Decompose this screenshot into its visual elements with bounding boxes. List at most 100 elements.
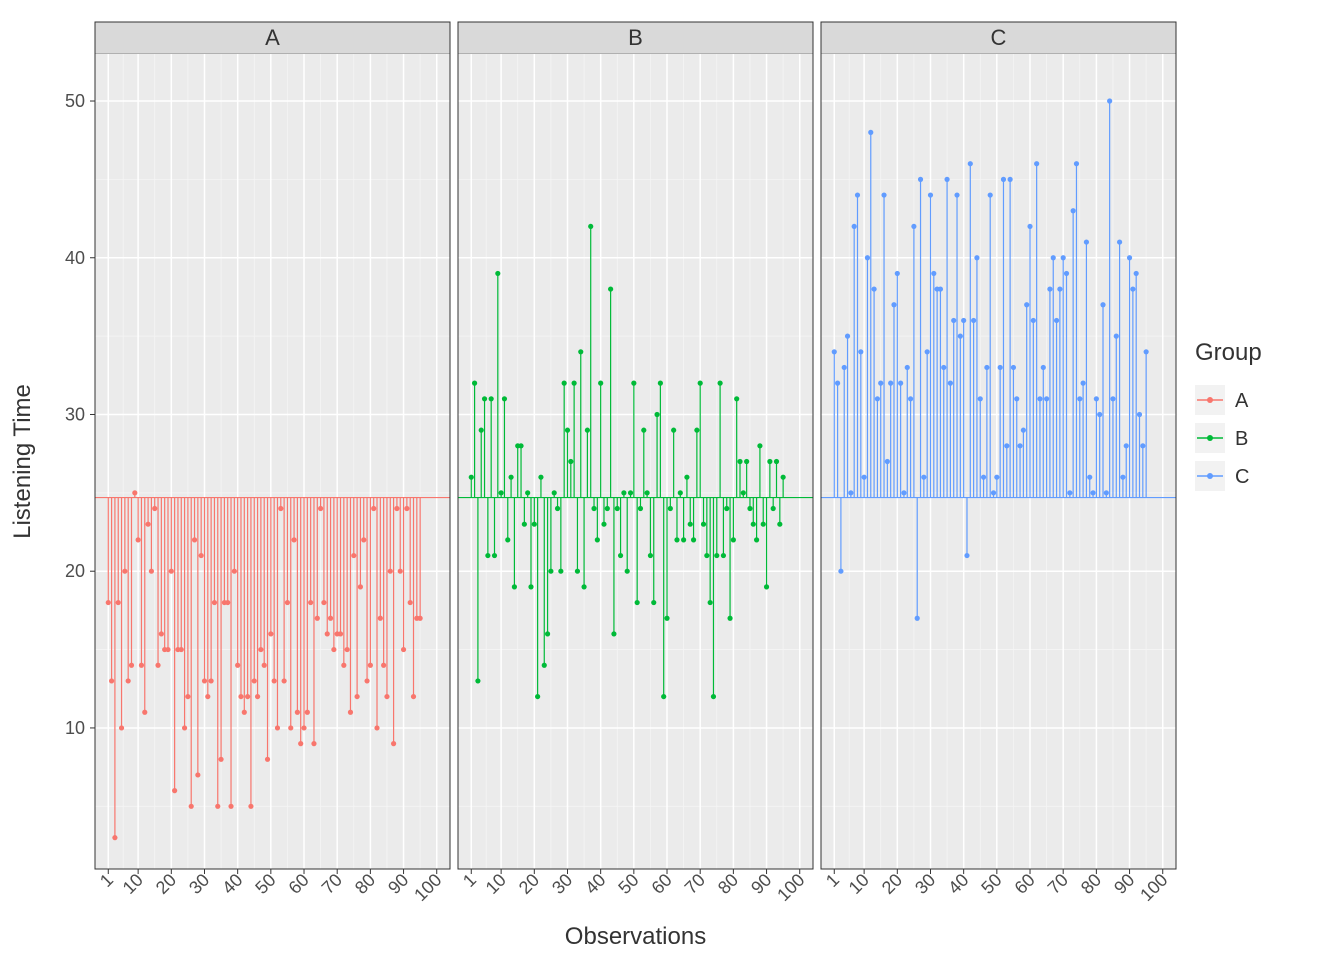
- x-tick-label: 1: [459, 870, 480, 891]
- data-point: [958, 334, 963, 339]
- data-point: [265, 757, 270, 762]
- data-point: [1100, 302, 1105, 307]
- x-axis-title: Observations: [565, 923, 706, 950]
- data-point: [258, 647, 263, 652]
- data-point: [641, 428, 646, 433]
- x-tick-label: 20: [152, 870, 180, 898]
- data-point: [878, 381, 883, 386]
- data-point: [408, 600, 413, 605]
- data-point: [528, 584, 533, 589]
- data-point: [674, 537, 679, 542]
- data-point: [905, 365, 910, 370]
- x-tick-label: 1: [96, 870, 117, 891]
- data-point: [542, 663, 547, 668]
- data-point: [608, 286, 613, 291]
- data-point: [1090, 490, 1095, 495]
- data-point: [558, 569, 563, 574]
- data-point: [968, 161, 973, 166]
- data-point: [1047, 286, 1052, 291]
- data-point: [898, 381, 903, 386]
- data-point: [921, 475, 926, 480]
- data-point: [1061, 255, 1066, 260]
- x-tick-label: 10: [119, 870, 147, 898]
- data-point: [931, 271, 936, 276]
- x-tick-label: 100: [410, 870, 445, 905]
- data-point: [895, 271, 900, 276]
- data-point: [1140, 443, 1145, 448]
- data-point: [948, 381, 953, 386]
- data-point: [1137, 412, 1142, 417]
- data-point: [285, 600, 290, 605]
- x-tick-label: 40: [944, 870, 972, 898]
- data-point: [1097, 412, 1102, 417]
- data-point: [1044, 396, 1049, 401]
- data-point: [724, 506, 729, 511]
- x-tick-label: 90: [747, 870, 775, 898]
- data-point: [364, 678, 369, 683]
- data-point: [391, 741, 396, 746]
- data-point: [252, 678, 257, 683]
- data-point: [891, 302, 896, 307]
- data-point: [358, 584, 363, 589]
- data-point: [1031, 318, 1036, 323]
- data-point: [371, 506, 376, 511]
- data-point: [658, 381, 663, 386]
- data-point: [189, 804, 194, 809]
- data-point: [701, 522, 706, 527]
- data-point: [272, 678, 277, 683]
- x-tick-label: 90: [1110, 870, 1138, 898]
- x-tick-label: 70: [318, 870, 346, 898]
- x-tick-label: 100: [1136, 870, 1171, 905]
- data-point: [581, 584, 586, 589]
- data-point: [1021, 428, 1026, 433]
- data-point: [522, 522, 527, 527]
- data-point: [621, 490, 626, 495]
- data-point: [1004, 443, 1009, 448]
- data-point: [179, 647, 184, 652]
- data-point: [832, 349, 837, 354]
- x-tick-label: 80: [714, 870, 742, 898]
- data-point: [751, 522, 756, 527]
- data-point: [974, 255, 979, 260]
- y-tick-label: 40: [65, 248, 85, 268]
- data-point: [325, 631, 330, 636]
- data-point: [374, 725, 379, 730]
- data-point: [944, 177, 949, 182]
- data-point: [139, 663, 144, 668]
- data-point: [601, 522, 606, 527]
- legend-point-icon: [1207, 435, 1213, 441]
- data-point: [512, 584, 517, 589]
- data-point: [901, 490, 906, 495]
- data-point: [351, 553, 356, 558]
- data-point: [645, 490, 650, 495]
- y-tick-label: 50: [65, 91, 85, 111]
- chart-container: A1102030405060708090100B1102030405060708…: [0, 0, 1344, 960]
- data-point: [1130, 286, 1135, 291]
- data-point: [518, 443, 523, 448]
- data-point: [172, 788, 177, 793]
- data-point: [747, 506, 752, 511]
- data-point: [714, 553, 719, 558]
- data-point: [684, 475, 689, 480]
- data-point: [482, 396, 487, 401]
- data-point: [552, 490, 557, 495]
- data-point: [1127, 255, 1132, 260]
- data-point: [502, 396, 507, 401]
- data-point: [638, 506, 643, 511]
- data-point: [119, 725, 124, 730]
- data-point: [545, 631, 550, 636]
- data-point: [192, 537, 197, 542]
- data-point: [268, 631, 273, 636]
- data-point: [885, 459, 890, 464]
- data-point: [961, 318, 966, 323]
- data-point: [908, 396, 913, 401]
- legend: GroupABC: [1195, 339, 1262, 491]
- data-point: [508, 475, 513, 480]
- data-point: [678, 490, 683, 495]
- data-point: [688, 522, 693, 527]
- data-point: [132, 490, 137, 495]
- data-point: [1094, 396, 1099, 401]
- data-point: [941, 365, 946, 370]
- data-point: [1074, 161, 1079, 166]
- data-point: [721, 553, 726, 558]
